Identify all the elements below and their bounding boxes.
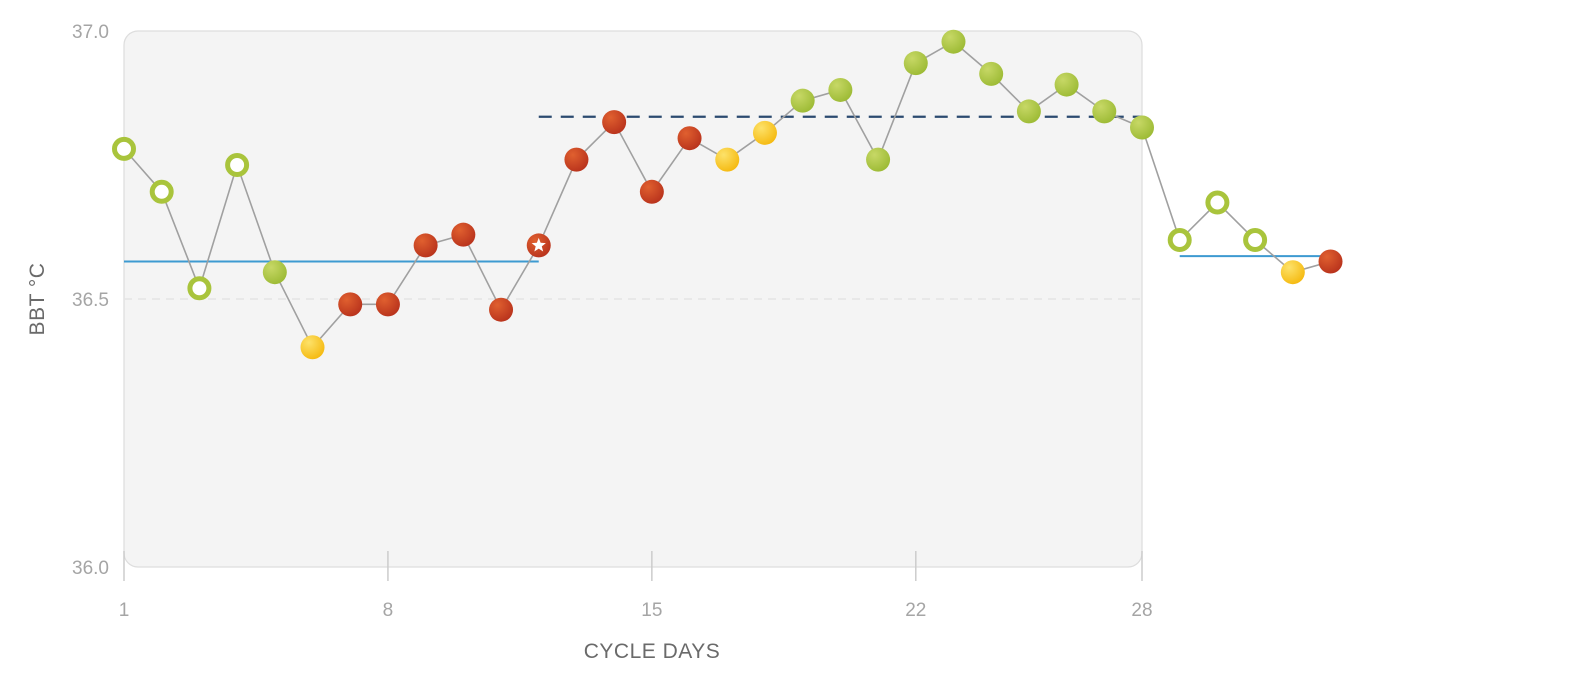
data-point xyxy=(564,147,589,172)
data-point-open xyxy=(187,276,212,301)
data-point xyxy=(828,77,853,102)
data-point xyxy=(866,147,891,172)
y-axis-title: BBT °C xyxy=(26,263,49,336)
data-point xyxy=(903,51,928,76)
data-point xyxy=(451,222,476,247)
data-point-open xyxy=(1243,228,1268,253)
data-point-open xyxy=(225,153,250,177)
data-point xyxy=(300,335,325,360)
x-tick-label: 1 xyxy=(119,600,130,621)
data-point xyxy=(413,233,438,258)
data-point xyxy=(677,126,702,151)
data-point xyxy=(1318,249,1343,274)
data-point xyxy=(752,120,777,145)
x-tick-label: 8 xyxy=(383,600,394,621)
x-tick-label: 28 xyxy=(1131,600,1152,621)
data-point-open xyxy=(1167,228,1192,253)
y-tick-label: 36.5 xyxy=(72,290,109,311)
star-icon xyxy=(531,237,546,252)
data-point xyxy=(489,297,514,322)
data-point xyxy=(1016,99,1041,124)
y-tick-label: 37.0 xyxy=(72,22,109,43)
x-tick-label: 22 xyxy=(905,600,926,621)
data-point-open xyxy=(1205,190,1230,215)
y-tick-label: 36.0 xyxy=(72,558,109,579)
data-point xyxy=(639,179,664,204)
data-point xyxy=(1054,72,1079,97)
data-point xyxy=(1092,99,1117,124)
data-point xyxy=(375,292,400,317)
data-point xyxy=(979,61,1004,86)
data-point xyxy=(1280,260,1305,285)
data-point xyxy=(262,260,287,285)
data-point-ovulation xyxy=(526,233,551,258)
x-axis-title: CYCLE DAYS xyxy=(584,640,721,663)
data-point xyxy=(941,29,966,54)
data-point xyxy=(338,292,363,317)
data-point-open xyxy=(149,179,174,204)
data-point xyxy=(715,147,740,172)
data-point xyxy=(1130,115,1154,140)
data-point xyxy=(602,110,627,135)
data-point-open xyxy=(112,136,136,161)
data-point xyxy=(790,88,815,113)
x-tick-label: 15 xyxy=(641,600,662,621)
